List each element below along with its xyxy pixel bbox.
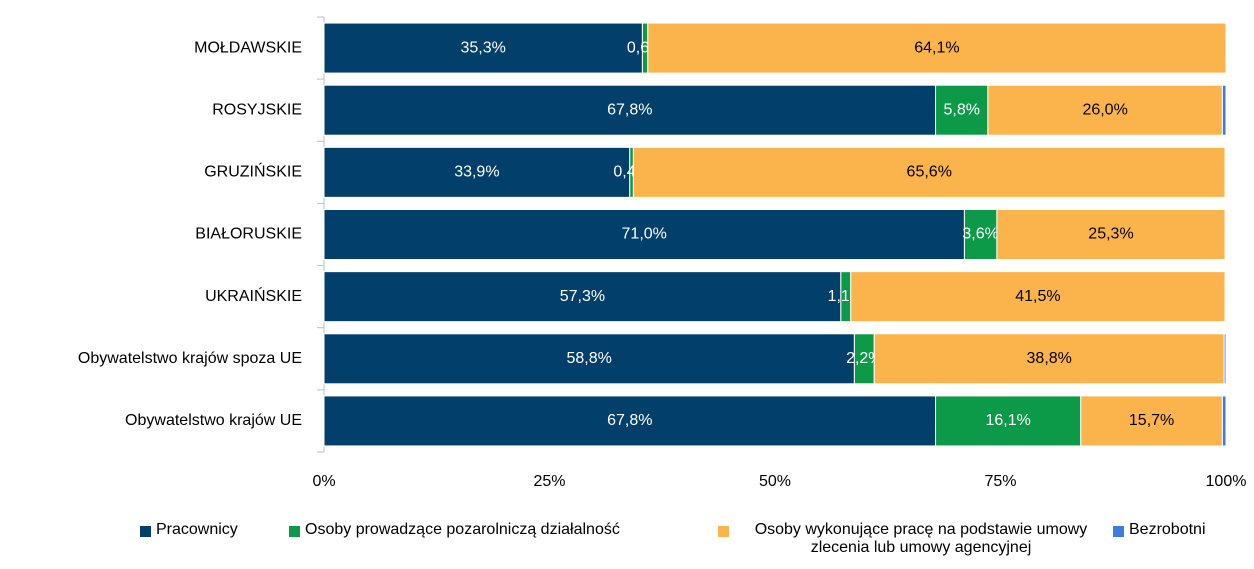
bar-segment xyxy=(1223,333,1227,385)
data-label: 35,3% xyxy=(461,39,506,56)
y-tick-label: MOŁDAWSKIE xyxy=(194,39,302,56)
data-label: 41,5% xyxy=(1015,288,1060,305)
y-tick-label: Obywatelstwo krajów UE xyxy=(125,412,302,429)
legend-swatch xyxy=(1113,526,1124,537)
legend-swatch xyxy=(289,526,300,537)
data-label: 67,8% xyxy=(607,412,652,429)
x-tick-label: 75% xyxy=(984,473,1016,490)
data-label: 26,0% xyxy=(1082,101,1127,118)
x-tick-label: 25% xyxy=(533,473,565,490)
bar-segment xyxy=(632,146,1226,198)
y-tick-label: BIAŁORUSKIE xyxy=(195,226,302,243)
data-label: 5,8% xyxy=(943,101,979,118)
bar-segment xyxy=(1224,146,1227,198)
bar-segment xyxy=(987,84,1223,136)
data-label: 3,6% xyxy=(962,226,998,243)
data-label: 58,8% xyxy=(567,350,612,367)
x-tick-label: 0% xyxy=(312,473,335,490)
y-tick-label: UKRAIŃSKIE xyxy=(205,286,302,305)
bar-segment xyxy=(935,395,1082,447)
data-label: 2,2% xyxy=(846,350,882,367)
data-label: 16,1% xyxy=(985,412,1030,429)
data-label: 65,6% xyxy=(907,164,952,181)
legend-label: Bezrobotni xyxy=(1129,521,1206,538)
data-label: 15,7% xyxy=(1129,412,1174,429)
bar-segment xyxy=(1221,395,1227,447)
bar-segment xyxy=(323,209,965,260)
data-label: 71,0% xyxy=(622,226,667,243)
y-tick-label: ROSYJSKIE xyxy=(212,101,302,118)
chart: 0% 25% 50% 75% 100%MOŁDAWSKIE 35,3% 0,6% 64,1%R… xyxy=(78,16,1247,490)
data-label: 67,8% xyxy=(607,101,652,118)
y-tick-label: GRUZIŃSKIE xyxy=(204,162,302,181)
bar-segment xyxy=(963,209,998,260)
legend-label: Pracownicy xyxy=(156,521,238,538)
legend-item: Osoby prowadzące pozarolniczą działalnoś… xyxy=(289,521,620,539)
legend-item: Pracownicy xyxy=(140,521,238,539)
legend-label: Osoby wykonujące pracę na podstawie umow… xyxy=(754,521,1088,556)
legend-swatch xyxy=(718,526,729,537)
data-label: 38,8% xyxy=(1027,350,1072,367)
bar-segment xyxy=(1080,395,1223,447)
legend-item: Bezrobotni xyxy=(1113,521,1206,539)
bar-segment xyxy=(323,271,842,323)
x-tick-label: 100% xyxy=(1206,473,1247,490)
y-tick-label: Obywatelstwo krajów spoza UE xyxy=(78,350,302,367)
data-label: 33,9% xyxy=(454,164,499,181)
data-label: 64,1% xyxy=(914,39,959,56)
bar-segment xyxy=(1224,271,1227,323)
data-label: 25,3% xyxy=(1088,226,1133,243)
bar-segment xyxy=(647,22,1227,74)
bar-segment xyxy=(323,395,937,447)
bar-segment xyxy=(1221,84,1227,136)
bar-segment xyxy=(1224,209,1227,260)
data-label: 57,3% xyxy=(560,288,605,305)
bar-segment xyxy=(996,209,1226,260)
legend-swatch xyxy=(140,526,151,537)
x-tick-label: 50% xyxy=(759,473,791,490)
legend-item: Osoby wykonujące pracę na podstawie umow… xyxy=(718,521,1108,557)
bar-segment xyxy=(323,146,631,198)
legend-label: Osoby prowadzące pozarolniczą działalnoś… xyxy=(305,521,620,538)
